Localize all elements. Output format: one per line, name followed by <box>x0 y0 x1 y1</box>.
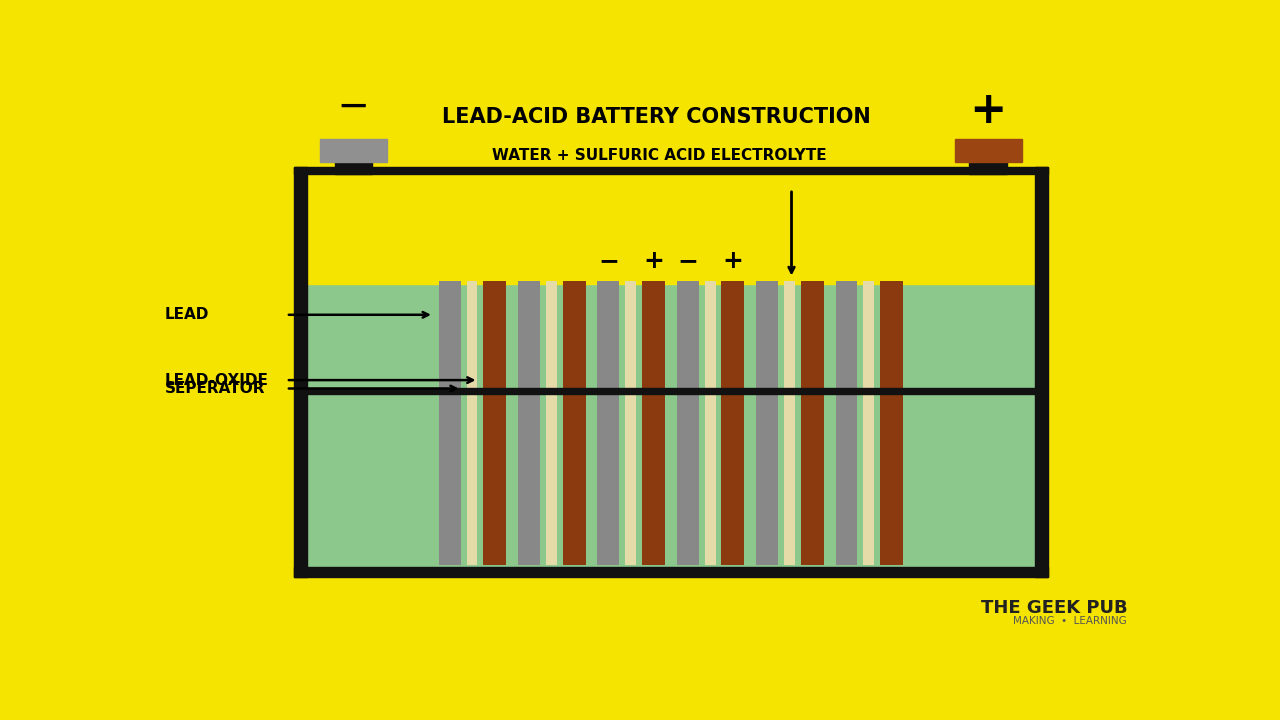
Bar <box>307 387 1036 394</box>
Text: −: − <box>677 248 699 273</box>
Bar <box>307 174 1036 567</box>
Text: +: + <box>970 89 1007 132</box>
Text: +: + <box>643 248 664 273</box>
Bar <box>334 162 372 174</box>
Bar <box>677 281 699 564</box>
Bar <box>563 281 585 564</box>
Bar <box>545 281 557 564</box>
Bar <box>294 567 1048 577</box>
Bar <box>756 281 778 564</box>
Text: ─: ─ <box>342 89 365 127</box>
Text: −: − <box>598 248 620 273</box>
Text: LEAD-ACID BATTERY CONSTRUCTION: LEAD-ACID BATTERY CONSTRUCTION <box>442 107 870 127</box>
Bar <box>881 281 902 564</box>
Text: WATER + SULFURIC ACID ELECTROLYTE: WATER + SULFURIC ACID ELECTROLYTE <box>493 148 827 163</box>
Bar <box>294 167 307 577</box>
Bar <box>801 281 823 564</box>
Bar <box>955 138 1021 162</box>
Bar <box>643 281 664 564</box>
Bar <box>704 281 716 564</box>
Text: MAKING  •  LEARNING: MAKING • LEARNING <box>1014 616 1128 626</box>
Text: SEPERATOR: SEPERATOR <box>165 381 265 396</box>
Bar <box>1036 167 1048 577</box>
Bar <box>484 281 506 564</box>
Text: LEAD-OXIDE: LEAD-OXIDE <box>165 373 269 387</box>
Bar <box>466 281 477 564</box>
Bar <box>625 281 636 564</box>
Bar <box>439 281 461 564</box>
Text: LEAD: LEAD <box>165 307 210 323</box>
Bar <box>518 281 540 564</box>
Bar <box>320 138 387 162</box>
Bar <box>836 281 858 564</box>
Bar <box>783 281 795 564</box>
Text: THE GEEK PUB: THE GEEK PUB <box>980 598 1128 616</box>
Bar <box>294 167 1048 174</box>
Bar <box>307 174 1036 284</box>
Text: +: + <box>722 248 744 273</box>
Bar <box>722 281 744 564</box>
Bar <box>969 162 1007 174</box>
Bar <box>863 281 874 564</box>
Bar <box>598 281 620 564</box>
